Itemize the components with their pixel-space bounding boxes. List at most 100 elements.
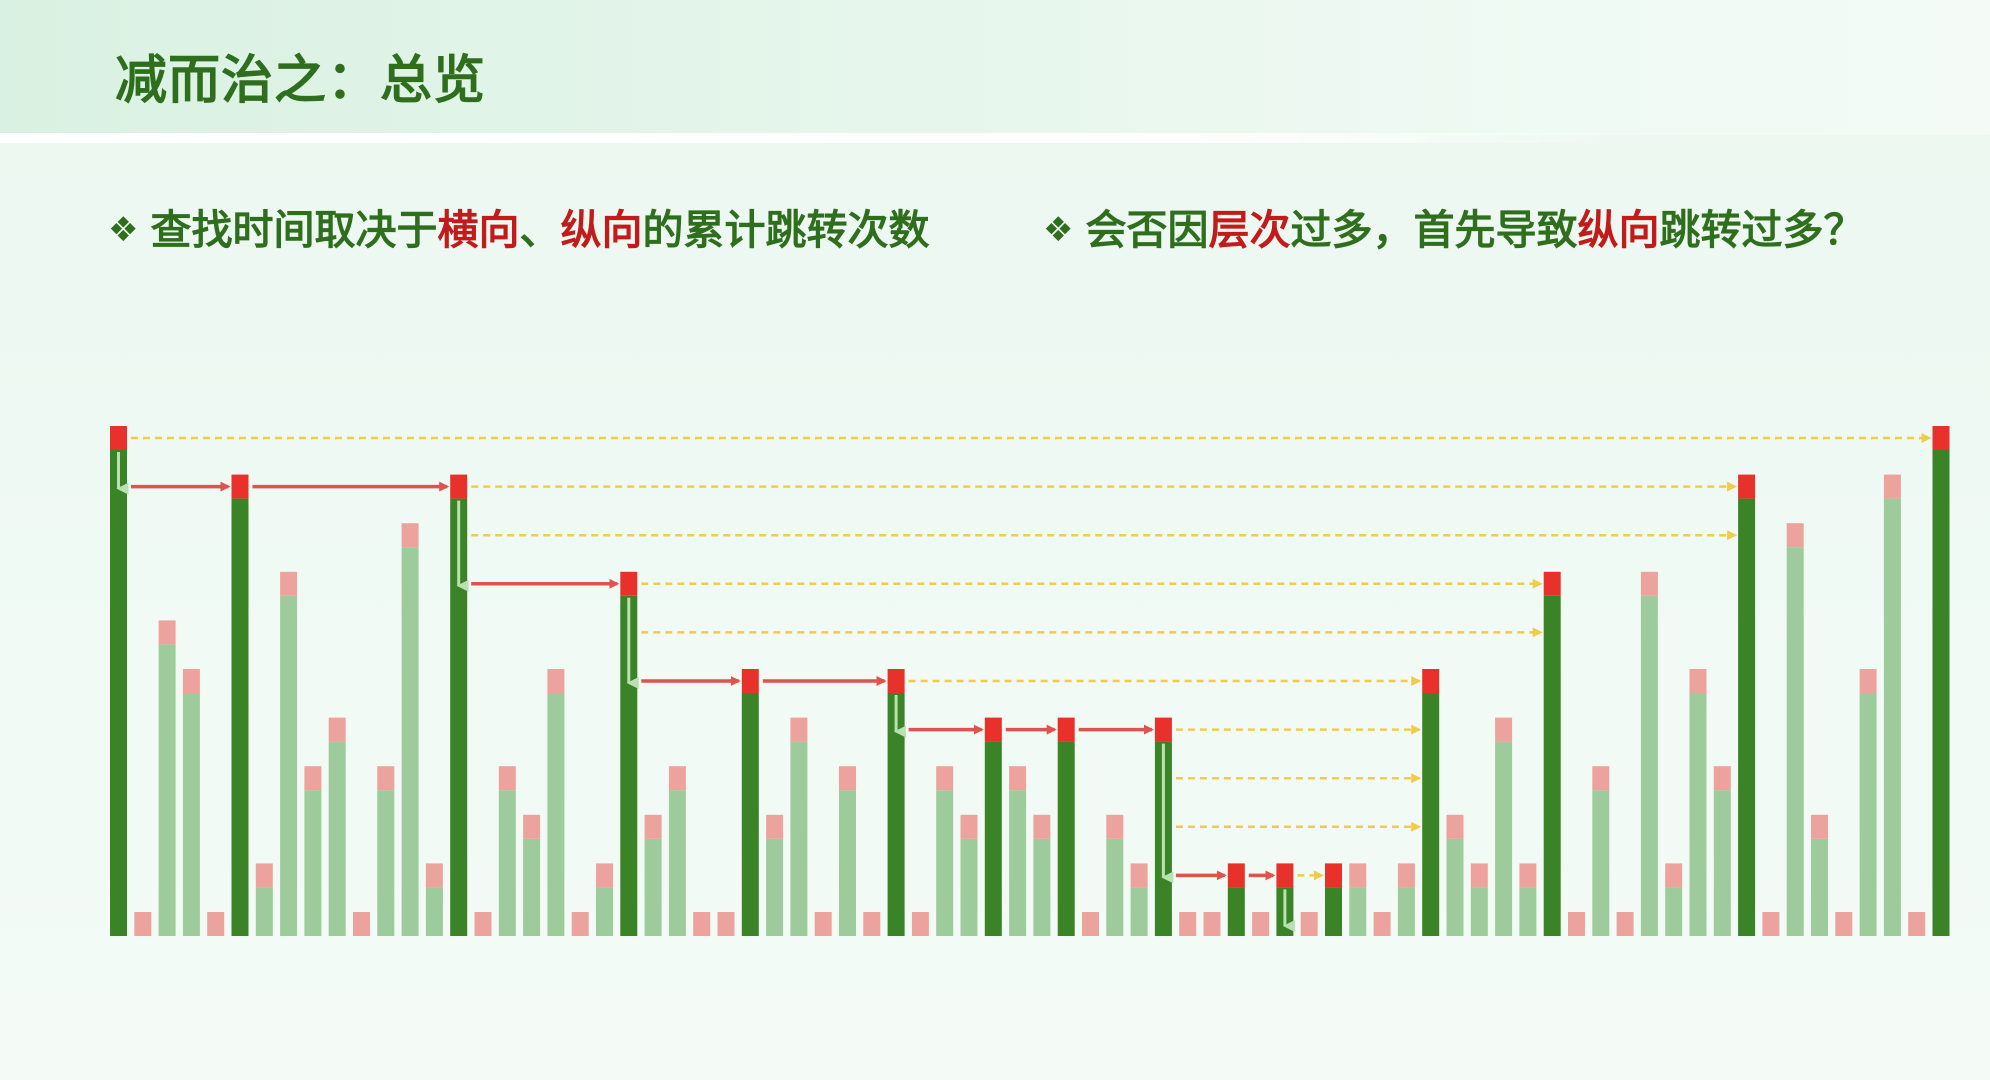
tower-body — [839, 790, 856, 936]
tower-cap — [1058, 718, 1075, 742]
tower-body — [402, 547, 419, 936]
tower-cap — [1714, 766, 1731, 790]
tower-body — [499, 790, 516, 936]
tower-body — [1058, 742, 1075, 936]
tower-body — [669, 790, 686, 936]
tower-cap — [1690, 669, 1707, 693]
tower-cap — [936, 766, 953, 790]
tower-cap — [790, 718, 807, 742]
tower-cap — [1398, 863, 1415, 887]
tower-cap — [1276, 863, 1293, 887]
tower-body — [1714, 790, 1731, 936]
tower-cap — [596, 863, 613, 887]
tower-cap — [1131, 863, 1148, 887]
tower-body — [1228, 887, 1245, 936]
tower-cap — [1933, 426, 1950, 450]
tower-body — [1860, 693, 1877, 936]
tower-cap — [426, 863, 443, 887]
tower-body — [159, 644, 176, 936]
tower-cap — [693, 912, 710, 936]
tower-body — [766, 839, 783, 936]
tower-cap — [1568, 912, 1585, 936]
tower-body — [1544, 596, 1561, 936]
tower-cap — [1349, 863, 1366, 887]
tower-cap — [839, 766, 856, 790]
tower-cap — [1033, 815, 1050, 839]
tower-cap — [1762, 912, 1779, 936]
tower-cap — [1787, 523, 1804, 547]
tower-cap — [1738, 475, 1755, 499]
tower-cap — [1665, 863, 1682, 887]
tower-body — [547, 693, 564, 936]
tower-body — [377, 790, 394, 936]
tower-body — [1519, 887, 1536, 936]
tower-body — [280, 596, 297, 936]
tower-cap — [1592, 766, 1609, 790]
tower-cap — [1228, 863, 1245, 887]
tower-cap — [547, 669, 564, 693]
tower-body — [1447, 839, 1464, 936]
tower-body — [1131, 887, 1148, 936]
tower-cap — [1447, 815, 1464, 839]
tower-cap — [718, 912, 735, 936]
tower-cap — [1252, 912, 1269, 936]
tower-cap — [1544, 572, 1561, 596]
tower-body — [1690, 693, 1707, 936]
tower-cap — [402, 523, 419, 547]
tower-cap — [1301, 912, 1318, 936]
tower-cap — [1325, 863, 1342, 887]
tower-cap — [256, 863, 273, 887]
tower-body — [183, 693, 200, 936]
tower-body — [1933, 450, 1950, 936]
tower-body — [426, 887, 443, 936]
tower-cap — [1884, 475, 1901, 499]
tower-body — [232, 499, 249, 936]
tower-body — [304, 790, 321, 936]
tower-cap — [134, 912, 151, 936]
tower-body — [1033, 839, 1050, 936]
tower-body — [1738, 499, 1755, 936]
tower-body — [110, 450, 127, 936]
tower-cap — [1835, 912, 1852, 936]
tower-body — [1884, 499, 1901, 936]
tower-cap — [1908, 912, 1925, 936]
tower-cap — [1860, 669, 1877, 693]
tower-cap — [766, 815, 783, 839]
tower-body — [742, 693, 759, 936]
tower-body — [1471, 887, 1488, 936]
tower-body — [1665, 887, 1682, 936]
tower-body — [985, 742, 1002, 936]
tower-cap — [304, 766, 321, 790]
tower-body — [961, 839, 978, 936]
tower-cap — [1155, 718, 1172, 742]
tower-cap — [1811, 815, 1828, 839]
tower-body — [1422, 693, 1439, 936]
tower-cap — [985, 718, 1002, 742]
tower-body — [1349, 887, 1366, 936]
tower-cap — [669, 766, 686, 790]
tower-cap — [742, 669, 759, 693]
tower-cap — [1179, 912, 1196, 936]
tower-cap — [499, 766, 516, 790]
tower-cap — [645, 815, 662, 839]
tower-body — [645, 839, 662, 936]
tower-cap — [620, 572, 637, 596]
tower-cap — [1641, 572, 1658, 596]
tower-body — [1106, 839, 1123, 936]
tower-body — [1009, 790, 1026, 936]
tower-body — [1592, 790, 1609, 936]
tower-cap — [1519, 863, 1536, 887]
tower-body — [1787, 547, 1804, 936]
tower-cap — [475, 912, 492, 936]
tower-body — [1641, 596, 1658, 936]
tower-cap — [912, 912, 929, 936]
tower-body — [256, 887, 273, 936]
tower-cap — [450, 475, 467, 499]
tower-cap — [159, 620, 176, 644]
tower-body — [1811, 839, 1828, 936]
tower-cap — [110, 426, 127, 450]
tower-cap — [280, 572, 297, 596]
tower-cap — [1204, 912, 1221, 936]
tower-body — [1398, 887, 1415, 936]
